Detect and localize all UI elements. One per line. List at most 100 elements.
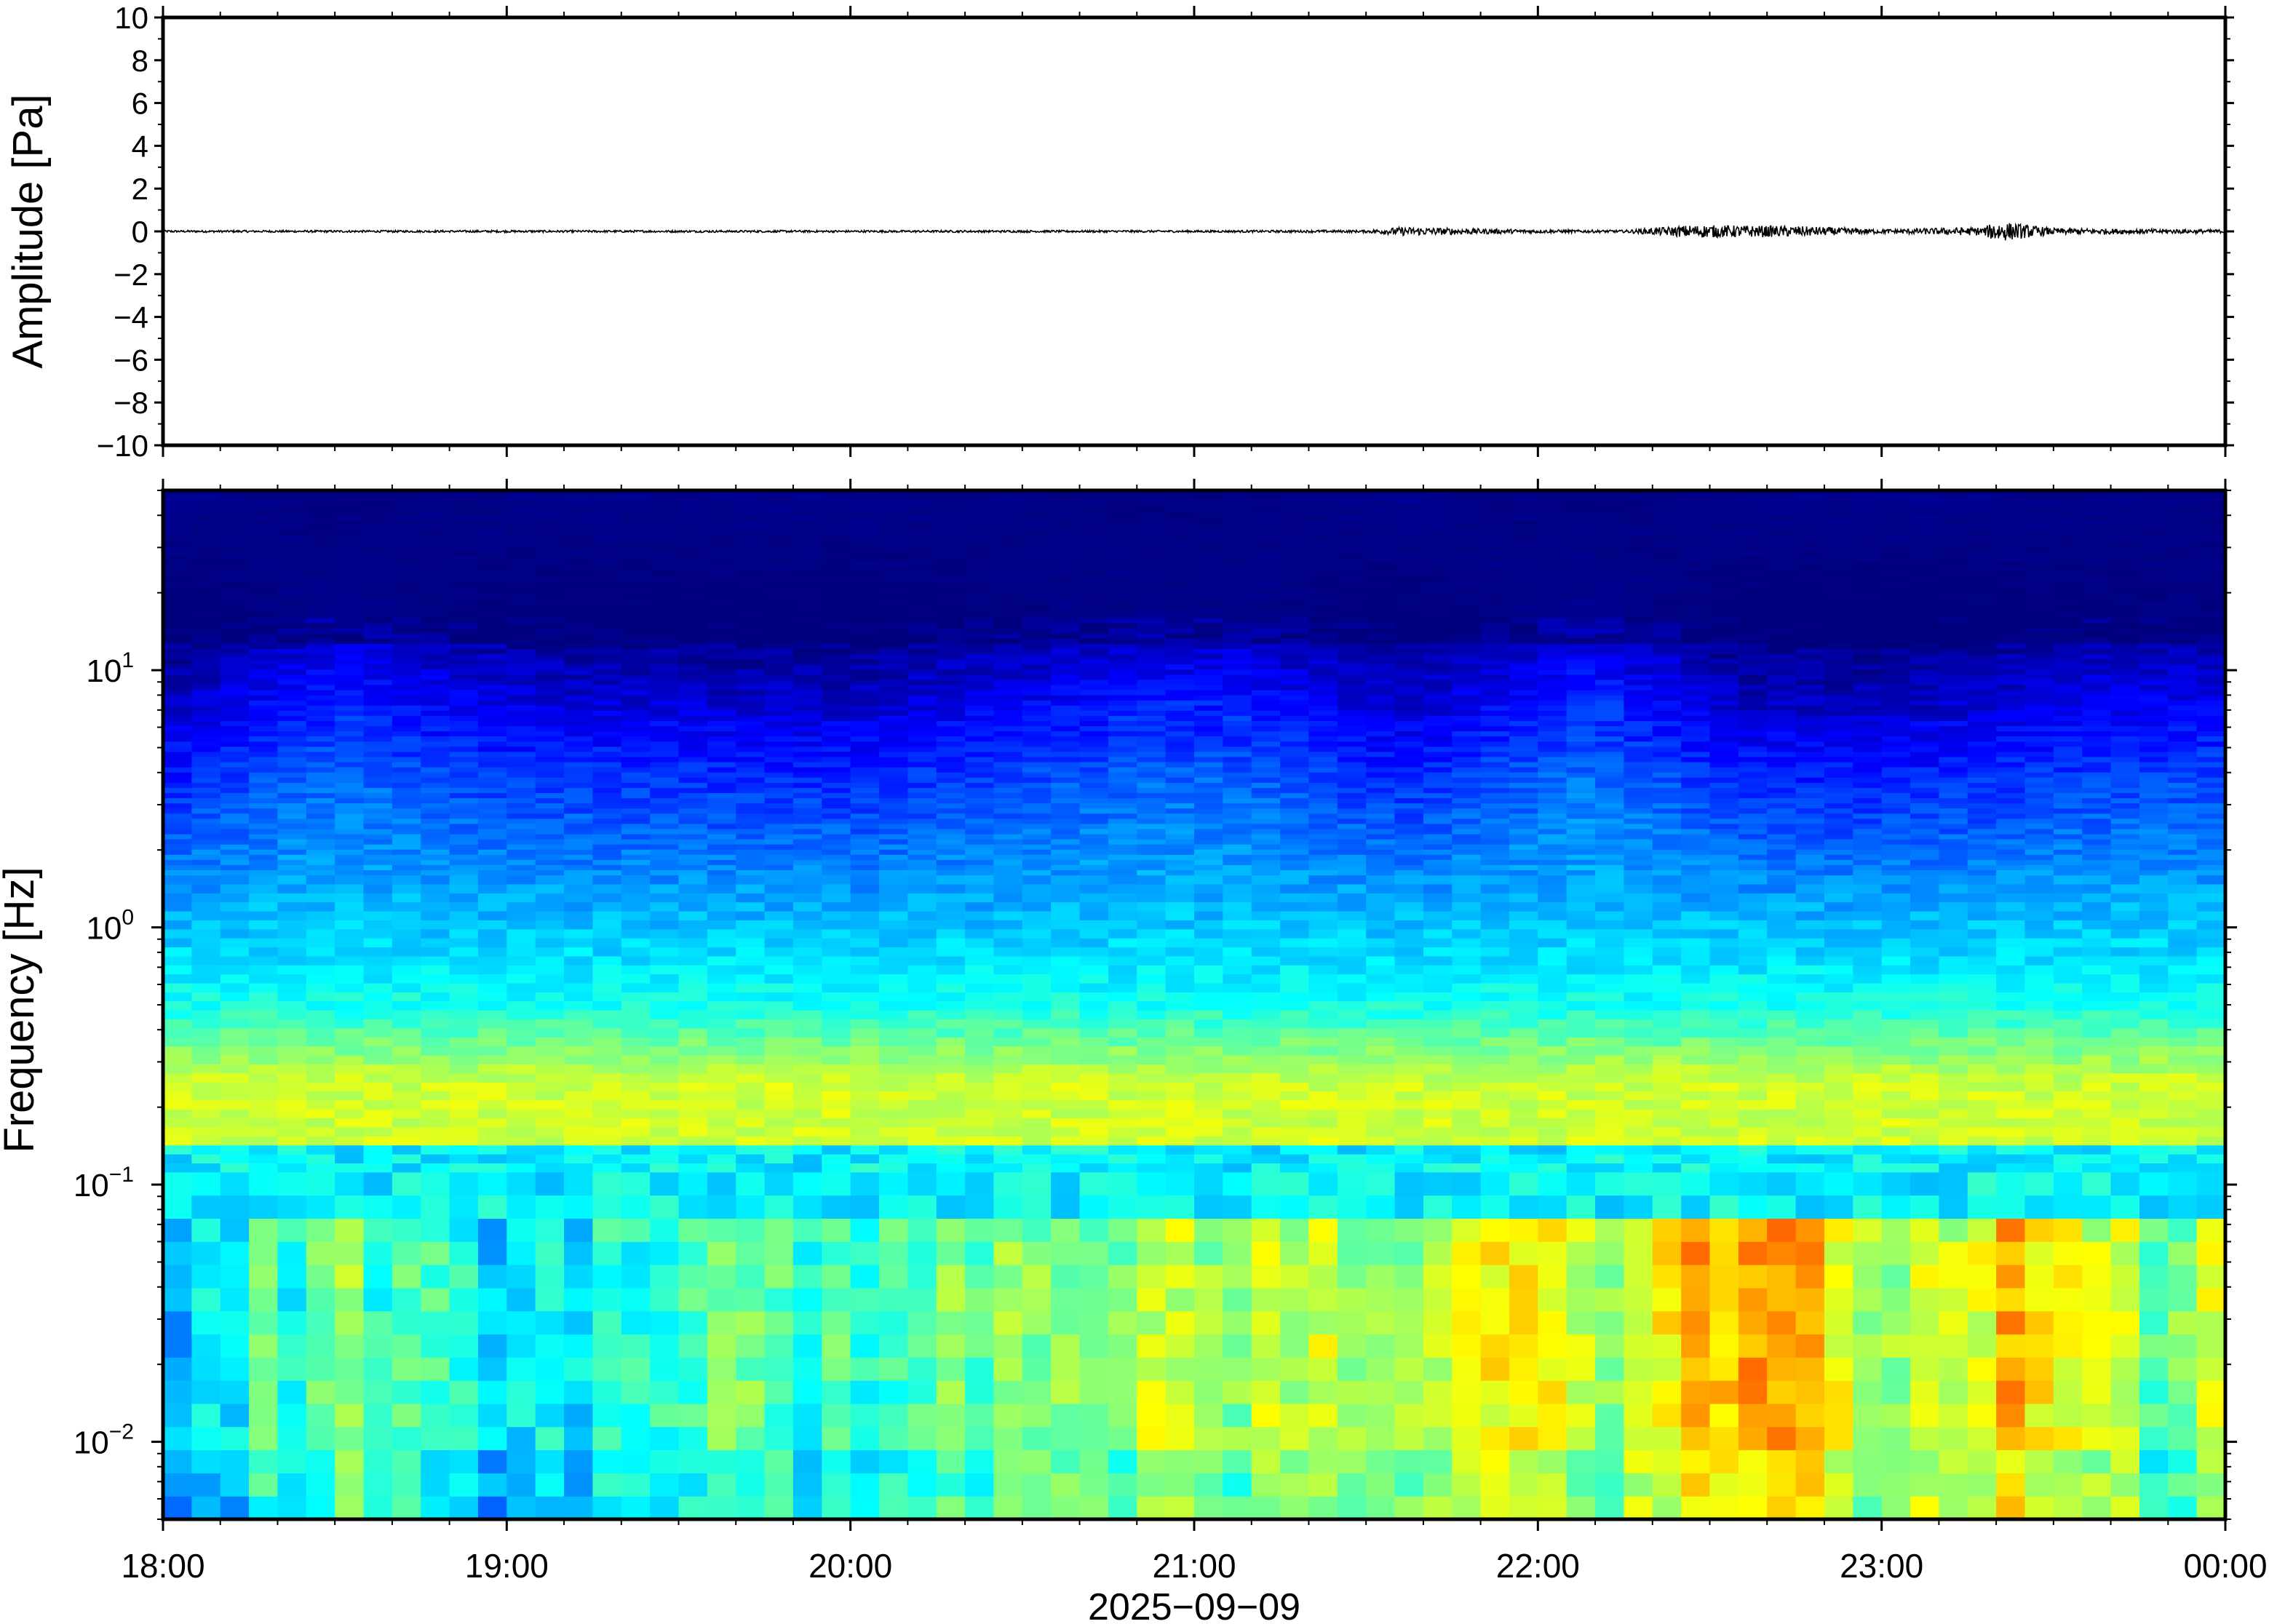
spectrogram-cell — [191, 494, 221, 500]
spectrogram-cell — [592, 1218, 622, 1242]
spectrogram-cell — [1022, 551, 1052, 557]
spectrogram-cell — [506, 586, 536, 593]
spectrogram-cell — [822, 1136, 851, 1146]
spectrogram-cell — [421, 695, 450, 701]
spectrogram-cell — [220, 633, 250, 639]
spectrogram-cell — [707, 504, 736, 511]
spectrogram-cell — [535, 556, 565, 562]
spectrogram-cell — [1079, 982, 1109, 992]
spectrogram-cell — [936, 883, 966, 893]
spectrogram-cell — [335, 520, 365, 526]
spectrogram-cell — [907, 674, 937, 680]
spectrogram-cell — [449, 561, 479, 567]
spectrogram-cell — [907, 617, 937, 624]
spectrogram-cell — [850, 808, 880, 814]
spectrogram-cell — [306, 849, 335, 855]
spectrogram-cell — [965, 576, 995, 583]
spectrogram-cell — [421, 955, 450, 966]
spectrogram-cell — [163, 1449, 192, 1473]
spectrogram-cell — [1079, 658, 1109, 665]
spectrogram-cell — [850, 653, 880, 660]
spectrogram-cell — [736, 756, 766, 763]
spectrogram-cell — [306, 494, 335, 500]
spectrogram-cell — [592, 1064, 622, 1074]
spectrogram-cell — [249, 1072, 279, 1083]
spectrogram-cell — [1137, 1072, 1167, 1083]
spectrogram-cell — [392, 1473, 421, 1497]
spectrogram-cell — [1137, 869, 1167, 876]
spectrogram-cell — [1108, 628, 1137, 634]
spectrogram-cell — [993, 736, 1023, 742]
waveform-y-tick-label: −6 — [114, 343, 148, 377]
spectrogram-cell — [1251, 1380, 1281, 1404]
spectrogram-cell — [993, 499, 1023, 506]
spectrogram-cell — [1223, 540, 1252, 546]
spectrogram-cell — [363, 602, 393, 608]
spectrogram-cell — [335, 1091, 365, 1101]
spectrogram-cell — [191, 612, 221, 618]
spectrogram-cell — [1251, 1126, 1281, 1137]
spectrogram-cell — [163, 525, 192, 531]
spectrogram-cell — [1251, 535, 1281, 541]
spectrogram-cell — [1223, 1091, 1252, 1101]
spectrogram-cell — [335, 844, 365, 850]
spectrogram-cell — [1194, 756, 1223, 763]
spectrogram-cell — [621, 920, 651, 930]
spectrogram-cell — [764, 1118, 794, 1128]
spectrogram-cell — [707, 901, 736, 912]
spectrogram-cell — [792, 490, 822, 495]
spectrogram-cell — [1137, 938, 1167, 948]
spectrogram-cell — [592, 1287, 622, 1312]
spectrogram-cell — [1022, 1496, 1052, 1519]
spectrogram-cell — [736, 540, 766, 546]
spectrogram-cell — [678, 1310, 708, 1335]
spectrogram-cell — [736, 566, 766, 572]
spectrogram-cell — [1079, 556, 1109, 562]
spectrogram-cell — [907, 982, 937, 992]
spectrogram-cell — [449, 715, 479, 721]
spectrogram-cell — [764, 612, 794, 618]
spectrogram-cell — [1108, 1218, 1137, 1242]
spectrogram-cell — [1108, 695, 1137, 701]
spectrogram-cell — [678, 725, 708, 732]
spectrogram-cell — [936, 643, 966, 649]
spectrogram-cell — [736, 1496, 766, 1519]
spectrogram-cell — [1022, 1473, 1052, 1497]
spectrogram-cell — [306, 566, 335, 572]
spectrogram-cell — [907, 700, 937, 706]
spectrogram-cell — [678, 684, 708, 690]
spectrogram-cell — [936, 869, 966, 876]
spectrogram-cell — [1137, 992, 1167, 1002]
spectrogram-cell — [421, 869, 450, 876]
spectrogram-cell — [1137, 581, 1167, 588]
spectrogram-cell — [477, 736, 507, 742]
spectrogram-cell — [564, 1334, 594, 1358]
spectrogram-cell — [249, 628, 279, 634]
spectrogram-cell — [249, 859, 279, 865]
spectrogram-cell — [879, 494, 908, 500]
spectrogram-cell — [392, 653, 421, 660]
spectrogram-cell — [363, 901, 393, 912]
spectrogram-cell — [1251, 561, 1281, 567]
spectrogram-cell — [650, 623, 680, 629]
spectrogram-cell — [477, 1241, 507, 1265]
spectrogram-cell — [277, 499, 307, 506]
spectrogram-cell — [220, 838, 250, 845]
spectrogram-cell — [907, 955, 937, 966]
spectrogram-cell — [477, 715, 507, 721]
spectrogram-cell — [822, 597, 851, 603]
spectrogram-cell — [363, 679, 393, 685]
spectrogram-cell — [191, 1265, 221, 1289]
spectrogram-cell — [506, 514, 536, 521]
spectrogram-cell — [736, 751, 766, 757]
spectrogram-cell — [850, 947, 880, 957]
spectrogram-cell — [1051, 1010, 1081, 1020]
spectrogram-cell — [592, 772, 622, 778]
spectrogram-cell — [764, 1334, 794, 1358]
spectrogram-cell — [477, 833, 507, 840]
spectrogram-cell — [363, 1072, 393, 1083]
spectrogram-cell — [1137, 1195, 1167, 1219]
spectrogram-cell — [1251, 592, 1281, 598]
spectrogram-cell — [1165, 1163, 1195, 1173]
spectrogram-cell — [1194, 910, 1223, 920]
